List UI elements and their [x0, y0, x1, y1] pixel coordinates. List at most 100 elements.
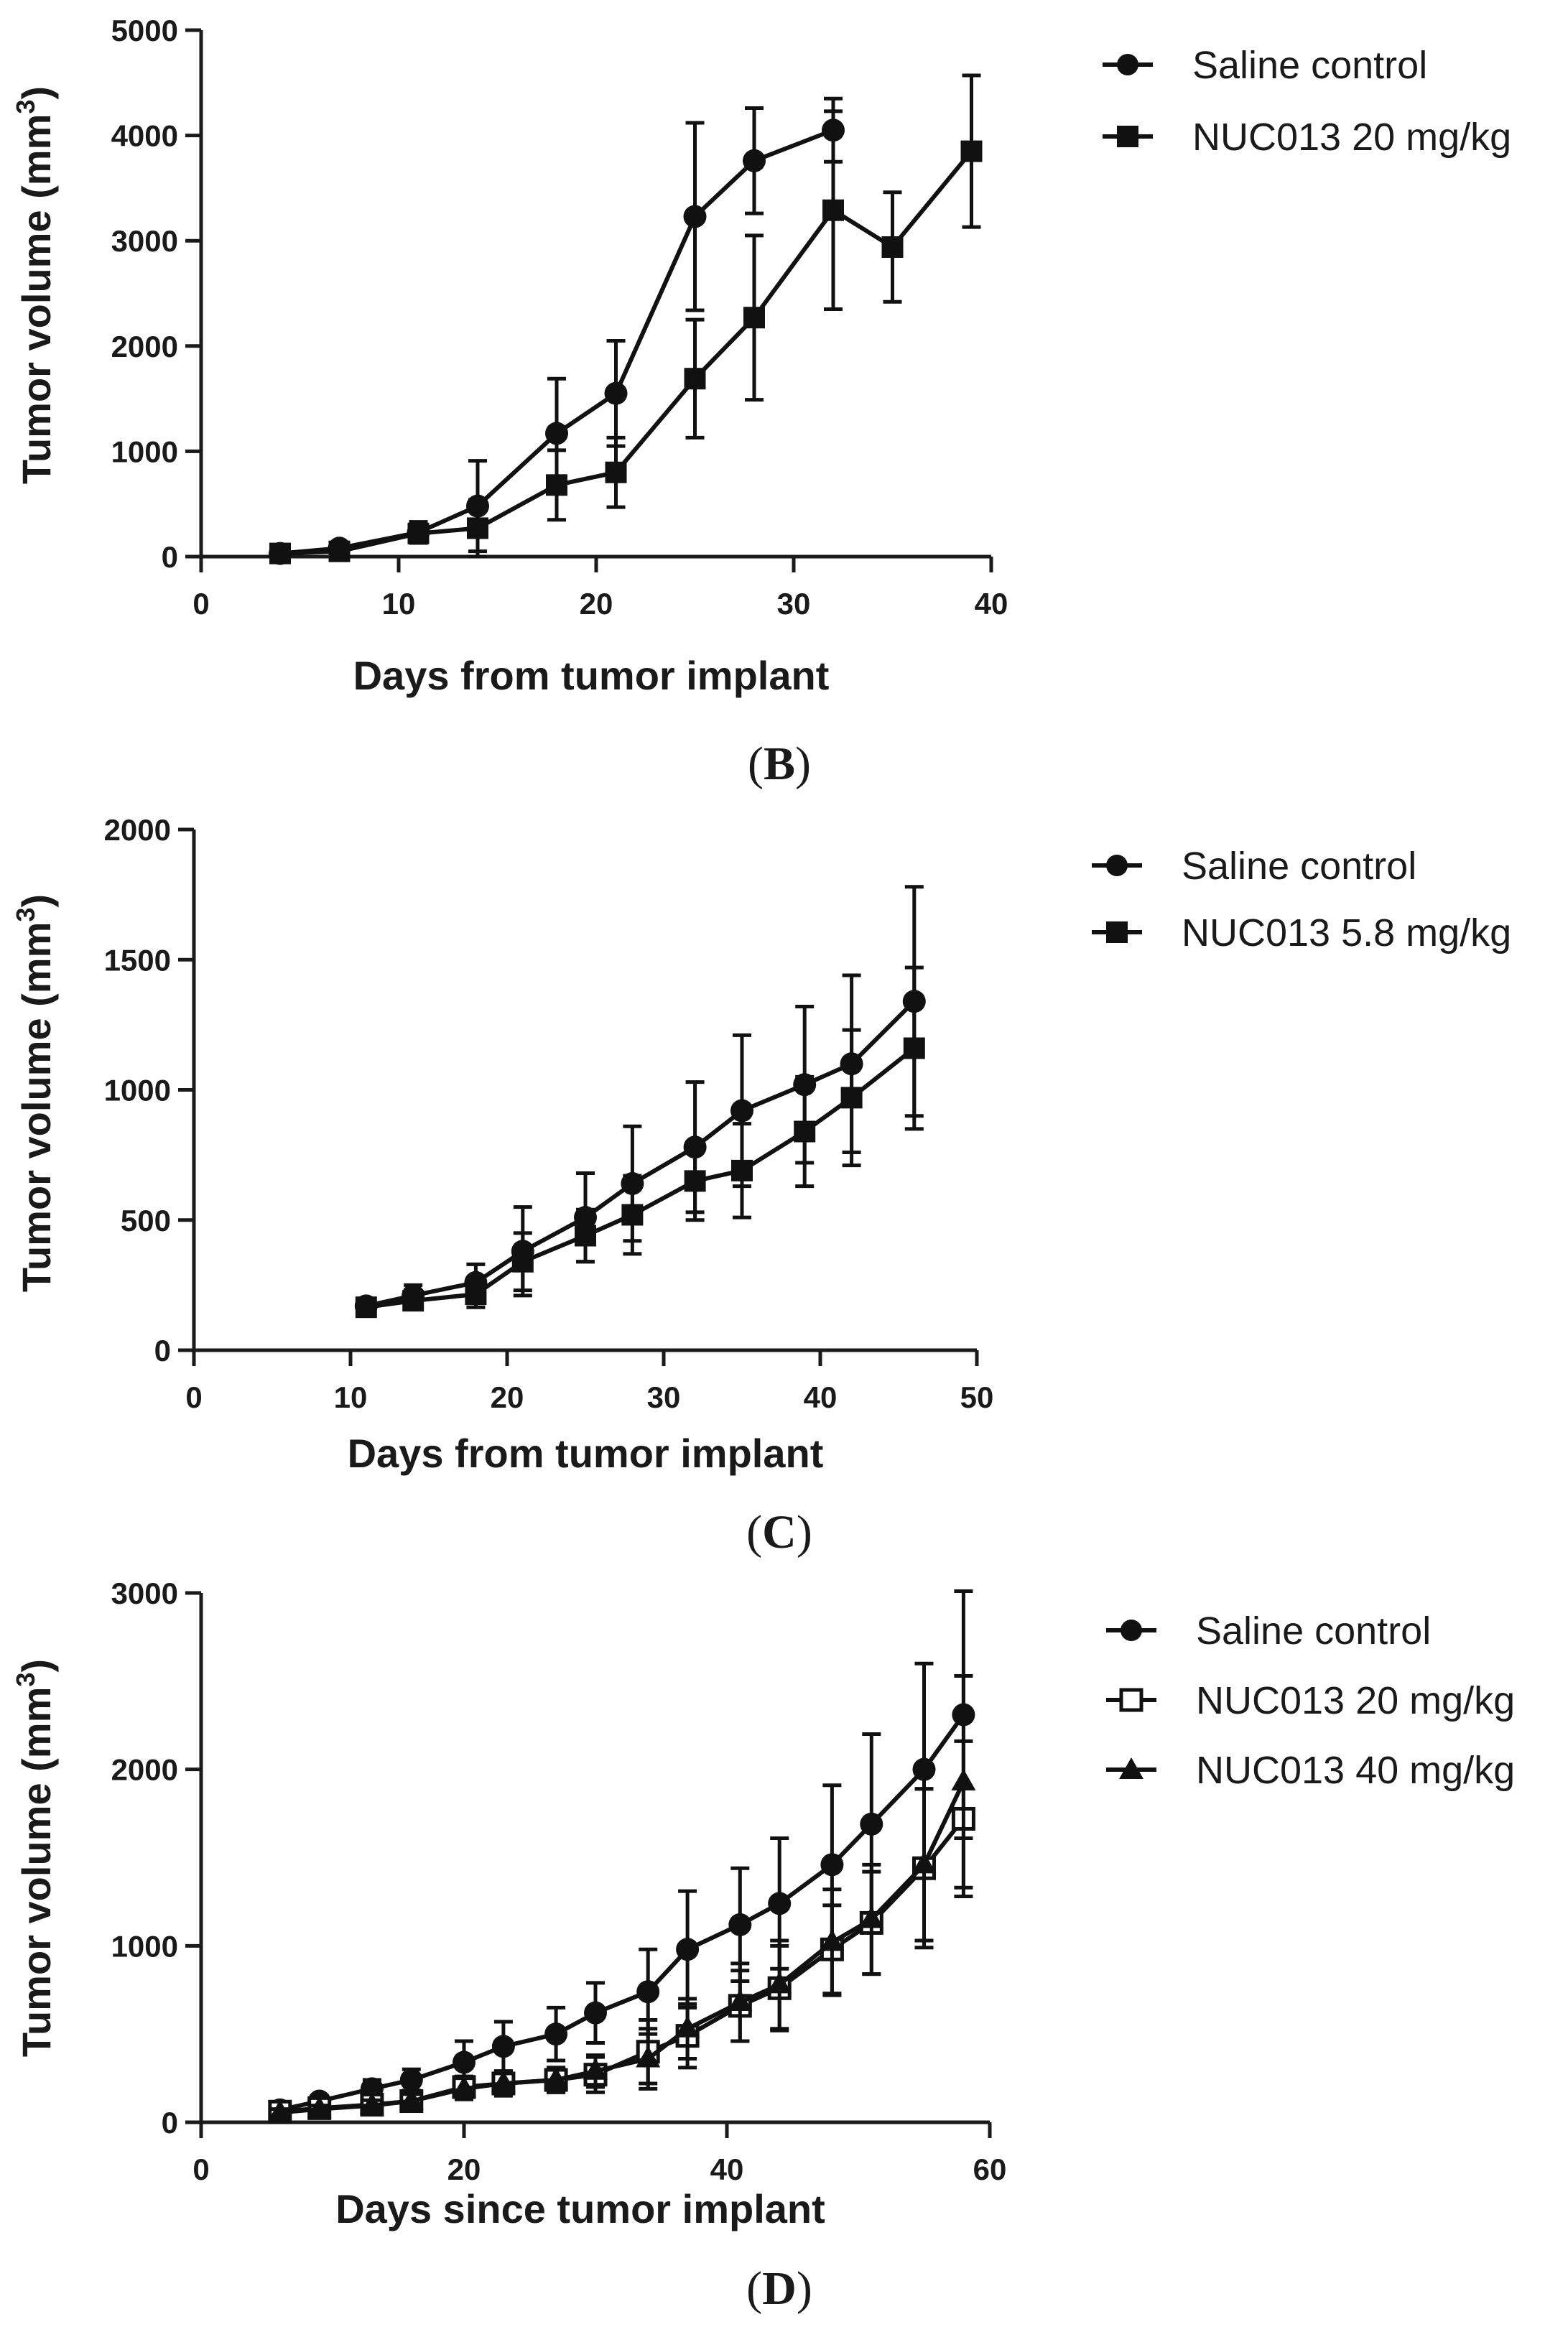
panel-c-series-1 [355, 965, 925, 1319]
triangle-marker-icon [1119, 1757, 1143, 1779]
panel-c-legend: Saline control NUC013 5.8 mg/kg [1092, 845, 1511, 954]
panel-d-data-point [860, 1812, 883, 1836]
panel-c-x-tick-label: 20 [491, 1380, 524, 1414]
panel-b-y-axis-title-sup: 3 [11, 100, 40, 114]
panel-c-y-axis-title: Tumor volume (mm3) [11, 894, 59, 1292]
panel-d-data-point [452, 2076, 476, 2098]
panel-b-data-point [960, 140, 983, 162]
panel-c-data-point [684, 1170, 706, 1192]
panel-c-label: (C) [746, 1506, 812, 1558]
panel-d-data-point [912, 1757, 936, 1781]
panel-d-label: (D) [746, 2262, 812, 2315]
panel-c-data-point [355, 1296, 377, 1319]
panel-d-data-point [820, 1929, 845, 1951]
panel-b-x-tick-label: 20 [580, 587, 613, 621]
panel-d-data-point [820, 1853, 844, 1877]
circle-marker-icon [1117, 54, 1138, 75]
panel-c: 0 500 1000 1500 2000 0 10 20 30 40 50 Days from tu… [11, 813, 1511, 1558]
panel-d-data-point [307, 2096, 332, 2118]
panel-d-series-2 [267, 1673, 976, 2122]
panel-d-y-axis-title-text: Tumor volume (mm [14, 1687, 59, 2057]
panel-d-data-point [767, 1971, 792, 1994]
panel-d-y-axis-title-close: ) [14, 1659, 59, 1673]
panel-b-series-line [279, 149, 973, 556]
panel-b-data-point [822, 199, 844, 221]
panel-d-x-tick-label: 0 [192, 2152, 209, 2186]
panel-b-data-point [545, 422, 568, 445]
panel-b-data-point [604, 381, 628, 405]
panel-c-data-point [465, 1283, 487, 1306]
panel-d-y-axis-title-sup: 3 [11, 1673, 40, 1687]
panel-c-data-point [621, 1204, 644, 1226]
panel-b-x-axis-title: Days from tumor implant [353, 653, 830, 698]
square-marker-icon [1117, 126, 1138, 147]
panel-d-data-point [768, 1892, 792, 1915]
panel-d-legend-label-1: NUC013 20 mg/kg [1196, 1679, 1515, 1722]
panel-b-legend: Saline control NUC013 20 mg/kg [1103, 44, 1511, 159]
panel-b-plot: 0 1000 2000 3000 4000 5000 0 10 20 30 40 [111, 14, 1008, 621]
panel-d-legend-entry-0: Saline control [1106, 1609, 1431, 1653]
panel-d-label-letter: D [762, 2262, 797, 2315]
panel-b-y-axis-title-text: Tumor volume (mm [14, 114, 59, 484]
panel-d-data-point [491, 2070, 516, 2092]
panel-d-data-point [583, 2058, 608, 2080]
panel-b-data-point [269, 542, 291, 565]
panel-d-series-0 [268, 1589, 975, 2122]
panel-d-data-point [859, 1906, 884, 1928]
panel-c-data-point [840, 1087, 863, 1109]
panel-d-data-point [267, 2099, 292, 2122]
panel-b-legend-entry-1: NUC013 20 mg/kg [1103, 116, 1511, 159]
panel-b-legend-entry-0: Saline control [1103, 44, 1427, 87]
panel-d-legend-label-0: Saline control [1196, 1609, 1431, 1653]
panel-c-data-point [575, 1225, 596, 1247]
panel-b-y-axis-title-close: ) [14, 86, 59, 100]
panel-b-y-tick-label: 3000 [111, 224, 178, 258]
panel-d-data-point [453, 2050, 475, 2074]
panel-d-y-tick-label: 1000 [111, 1929, 178, 1963]
panel-d-legend-entry-1: NUC013 20 mg/kg [1106, 1679, 1515, 1722]
panel-d-data-point [636, 1980, 660, 2004]
panel-b-data-point [881, 236, 904, 258]
panel-c-y-tick-label: 500 [121, 1204, 171, 1237]
panel-b-y-tick-label: 5000 [111, 14, 178, 47]
panel-b-data-point [743, 307, 765, 329]
panel-d-series-line [279, 1780, 966, 2115]
panel-b-data-point [605, 461, 627, 483]
panel-c-y-tick-label: 1000 [104, 1074, 171, 1107]
panel-b-y-tick-label: 0 [162, 540, 178, 574]
panel-c-x-tick-label: 0 [185, 1380, 202, 1414]
panel-c-data-point [402, 1290, 425, 1312]
panel-c-x-tick-label: 10 [334, 1380, 368, 1414]
circle-marker-icon [1121, 1620, 1142, 1641]
panel-b-data-point [743, 149, 766, 172]
panel-b-y-tick-label: 4000 [111, 119, 178, 153]
circle-marker-icon [1106, 855, 1128, 876]
panel-b-data-point [684, 368, 706, 390]
panel-d-data-point [584, 2001, 607, 2025]
open-square-marker-icon [1119, 1688, 1143, 1712]
panel-c-x-tick-label: 50 [960, 1380, 994, 1414]
square-marker-icon [1106, 921, 1128, 943]
panel-c-y-axis-title-close: ) [14, 894, 59, 908]
panel-d-data-point [359, 2092, 384, 2114]
panel-b-y-tick-label: 2000 [111, 330, 178, 363]
panel-b-label: (B) [748, 738, 811, 790]
panel-c-data-point [511, 1250, 534, 1273]
panel-d-x-tick-label: 40 [710, 2152, 744, 2186]
panel-b-series-1 [269, 73, 983, 565]
panel-c-y-tick-label: 0 [154, 1334, 171, 1367]
panel-d-data-point [636, 2045, 661, 2068]
panel-d-x-tick-label: 20 [447, 2152, 481, 2186]
panel-d-legend-label-2: NUC013 40 mg/kg [1196, 1749, 1515, 1792]
panel-b-x-tick-label: 10 [382, 587, 416, 621]
panel-d-series-line [279, 1817, 965, 2114]
panel-d-series-line [279, 1713, 965, 2112]
panel-d-legend-entry-2: NUC013 40 mg/kg [1106, 1749, 1515, 1792]
panel-b-label-letter: B [764, 738, 795, 790]
panel-d-data-point [728, 1913, 752, 1936]
panel-c-y-axis-title-sup: 3 [11, 908, 40, 922]
panel-c-x-axis-title: Days from tumor implant [348, 1431, 824, 1476]
panel-d: 0 1000 2000 3000 0 20 40 60 Days since tumor im… [11, 1576, 1515, 2315]
panel-d-data-point [675, 2015, 700, 2038]
panel-d-x-axis-title: Days since tumor implant [335, 2186, 825, 2231]
